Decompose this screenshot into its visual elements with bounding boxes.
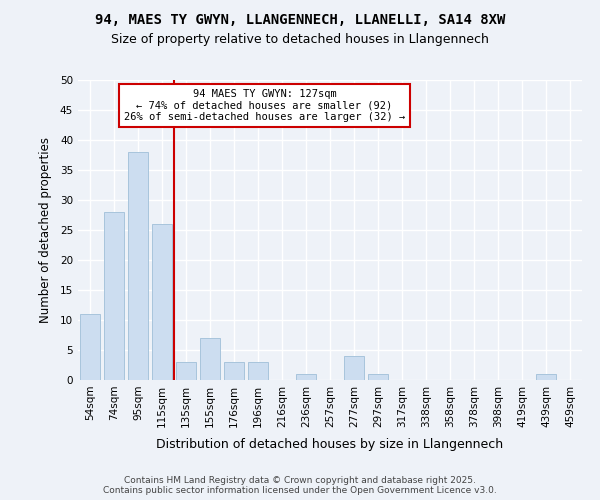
Text: Contains HM Land Registry data © Crown copyright and database right 2025.
Contai: Contains HM Land Registry data © Crown c… [103, 476, 497, 495]
Bar [296, 374, 316, 380]
Bar [176, 362, 196, 380]
Text: 94, MAES TY GWYN, LLANGENNECH, LLANELLI, SA14 8XW: 94, MAES TY GWYN, LLANGENNECH, LLANELLI,… [95, 12, 505, 26]
Bar [224, 362, 244, 380]
Bar [128, 152, 148, 380]
X-axis label: Distribution of detached houses by size in Llangennech: Distribution of detached houses by size … [157, 438, 503, 451]
Bar [248, 362, 268, 380]
Text: 94 MAES TY GWYN: 127sqm
← 74% of detached houses are smaller (92)
26% of semi-de: 94 MAES TY GWYN: 127sqm ← 74% of detache… [124, 89, 405, 122]
Bar [344, 356, 364, 380]
Bar [152, 224, 172, 380]
Bar [104, 212, 124, 380]
Text: Size of property relative to detached houses in Llangennech: Size of property relative to detached ho… [111, 32, 489, 46]
Bar [200, 338, 220, 380]
Bar [536, 374, 556, 380]
Bar [368, 374, 388, 380]
Bar [80, 314, 100, 380]
Y-axis label: Number of detached properties: Number of detached properties [38, 137, 52, 323]
